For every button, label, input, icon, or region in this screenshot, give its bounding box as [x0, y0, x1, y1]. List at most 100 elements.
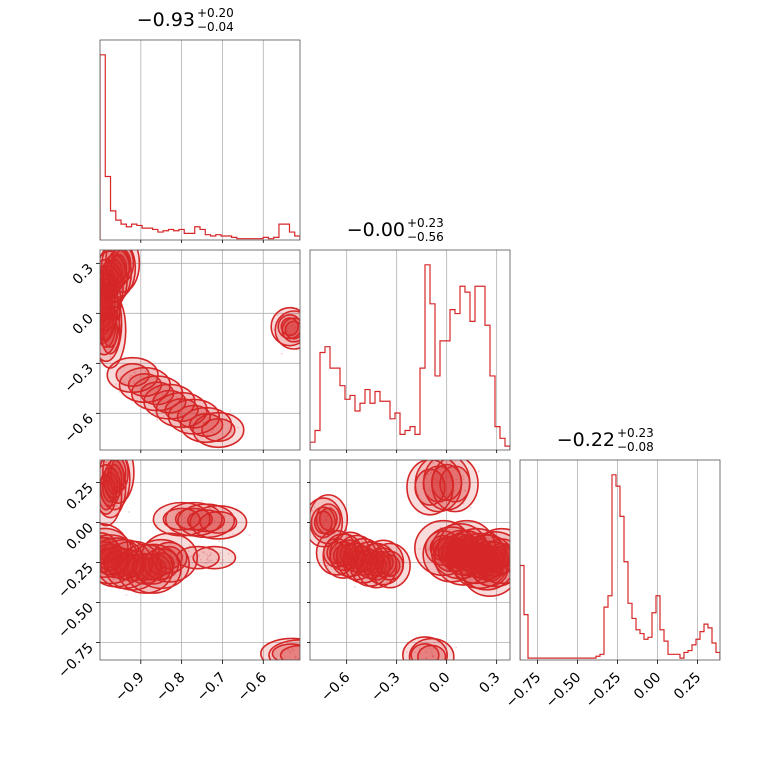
- sample-point-3-10: [280, 352, 283, 355]
- sample-point-0-51: [114, 483, 117, 485]
- sample-point-2-8: [428, 494, 430, 497]
- sample-point-2-5: [425, 477, 428, 480]
- frame-2-1: [309, 459, 511, 661]
- sample-point-1-105: [385, 581, 388, 584]
- sample-point-2-109: [237, 426, 239, 429]
- sample-point-3-1: [199, 558, 202, 561]
- sample-point-2-42: [218, 540, 221, 542]
- sample-point-1-43: [353, 585, 356, 588]
- sample-point-2-24: [149, 383, 152, 386]
- contour-2-1-1: [422, 465, 455, 503]
- sample-point-4-8: [287, 649, 290, 652]
- sample-point-1-125: [147, 580, 150, 583]
- sample-point-0-4: [322, 519, 325, 522]
- sample-point-4-5: [406, 651, 408, 653]
- sample-point-1-61: [344, 558, 347, 561]
- sample-point-3-13: [208, 554, 211, 557]
- sample-point-1-92: [161, 553, 164, 556]
- sample-point-2-43: [200, 512, 203, 515]
- panel-0-0: [140, 40, 264, 240]
- sample-point-2-44: [156, 417, 159, 420]
- sample-point-1-18: [341, 551, 344, 553]
- contour-1-2-3: [102, 550, 130, 575]
- sample-point-2-47: [206, 516, 209, 519]
- density-2-1: [306, 460, 510, 660]
- sample-point-0-18: [325, 518, 328, 521]
- sample-point-1-13: [326, 545, 329, 548]
- sample-point-2-20: [123, 381, 126, 383]
- sample-point-2-24: [441, 486, 444, 489]
- contour-1-2-6: [131, 556, 159, 581]
- panel-1-1: [346, 250, 498, 450]
- sample-point-0-39: [120, 289, 123, 292]
- sample-point-2-57: [179, 413, 182, 416]
- sample-point-0-53: [97, 256, 99, 258]
- sample-point-0-20: [327, 515, 330, 517]
- sample-point-0-6: [95, 297, 97, 299]
- sample-point-0-34: [128, 511, 130, 513]
- sample-point-3-15: [294, 326, 297, 329]
- sample-point-0-74: [127, 280, 130, 282]
- xtick-label-2-2: −0.25: [583, 670, 625, 712]
- ytick-label-2-0: −0.75: [55, 640, 97, 682]
- sample-point-2-92: [211, 431, 213, 433]
- contour-3-3-10: [452, 547, 475, 569]
- sample-point-0-8: [97, 319, 99, 321]
- sample-point-4-26: [306, 644, 308, 646]
- sample-point-3-14: [205, 562, 207, 565]
- sample-point-0-11: [96, 496, 98, 498]
- sample-point-1-35: [95, 564, 97, 566]
- sample-point-0-10: [306, 525, 308, 527]
- sample-point-1-21: [79, 553, 81, 555]
- sample-point-1-11: [97, 310, 99, 312]
- sample-point-1-11: [91, 553, 93, 555]
- sample-point-2-14: [200, 499, 203, 502]
- sample-point-1-39: [96, 318, 98, 320]
- frame-2-0: [99, 459, 301, 661]
- sample-point-4-21: [429, 648, 432, 651]
- sample-point-4-22: [431, 655, 434, 658]
- sample-point-3-25: [220, 562, 223, 565]
- title-main-0: −0.93: [137, 9, 195, 31]
- sample-point-2-97: [229, 410, 232, 412]
- sample-point-1-48: [109, 356, 112, 358]
- sample-point-3-8: [198, 554, 200, 557]
- sample-point-1-78: [149, 580, 151, 583]
- sample-point-4-19: [308, 652, 310, 654]
- sample-point-1-7: [100, 289, 103, 292]
- sample-point-2-36: [157, 387, 160, 390]
- sample-point-4-22: [300, 651, 302, 653]
- sample-point-1-120: [400, 565, 403, 568]
- sample-point-3-11: [276, 314, 279, 316]
- sample-point-3-19: [289, 332, 291, 335]
- sample-point-1-19: [326, 564, 329, 567]
- sample-point-3-113: [505, 578, 508, 581]
- xtick-label-1-3: 0.3: [476, 670, 503, 697]
- sample-point-2-50: [175, 396, 178, 399]
- sample-point-2-20: [428, 488, 431, 491]
- sample-point-4-0: [433, 641, 436, 644]
- sample-point-0-23: [325, 520, 328, 522]
- xtick-label-2-0: −0.75: [503, 670, 545, 712]
- title-main-1: −0.00: [347, 219, 405, 241]
- sample-point-4-16: [306, 662, 308, 664]
- sample-point-1-136: [186, 564, 189, 567]
- sample-point-1-6: [95, 291, 97, 293]
- sample-point-0-12: [317, 521, 320, 524]
- sample-point-0-73: [123, 254, 125, 257]
- sample-point-4-10: [279, 660, 281, 662]
- contour-2-1-1: [174, 507, 213, 531]
- sample-point-3-12: [205, 553, 208, 556]
- contour-0-2-1: [318, 507, 338, 532]
- sample-point-0-77: [121, 245, 123, 247]
- sample-point-2-26: [448, 476, 451, 478]
- title-main-2: −0.22: [557, 429, 615, 451]
- sample-point-2-34: [432, 462, 435, 464]
- sample-point-2-50: [227, 521, 229, 524]
- sample-point-0-40: [117, 471, 120, 474]
- xtick-label-0-3: −0.6: [235, 669, 270, 704]
- sample-point-0-78: [117, 242, 119, 244]
- sample-point-1-58: [361, 540, 364, 543]
- sample-point-1-16: [104, 552, 107, 555]
- sample-point-1-33: [110, 327, 112, 330]
